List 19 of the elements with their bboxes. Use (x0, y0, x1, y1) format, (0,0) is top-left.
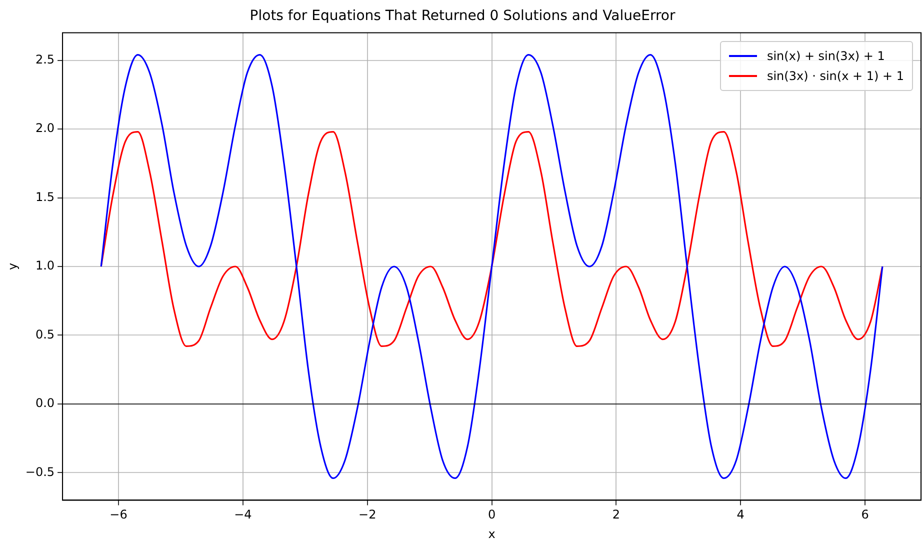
legend-label: sin(3x) · sin(x + 1) + 1 (766, 68, 904, 83)
x-tick-label: 4 (736, 508, 744, 522)
y-tick-label: 2.0 (35, 121, 55, 136)
y-tick-label: 0.5 (35, 327, 55, 342)
y-tick-label: 2.5 (35, 52, 55, 66)
chart-title: Plots for Equations That Returned 0 Solutions and ValueError (250, 8, 676, 24)
y-tick-label: −0.5 (25, 464, 55, 479)
x-tick-label: 0 (488, 508, 496, 522)
y-tick-label: 1.5 (35, 190, 55, 204)
x-tick-label: −4 (234, 508, 252, 522)
legend-label: sin(x) + sin(3x) + 1 (766, 48, 885, 63)
x-tick-label: −2 (358, 508, 376, 522)
y-tick-label: 0.0 (35, 396, 55, 410)
y-axis-title: y (5, 262, 20, 270)
x-tick-label: −6 (110, 508, 128, 522)
x-tick-label: 2 (612, 508, 620, 522)
x-tick-label: 6 (861, 508, 869, 522)
y-tick-label: 1.0 (35, 258, 55, 273)
x-axis-title: x (488, 526, 496, 541)
